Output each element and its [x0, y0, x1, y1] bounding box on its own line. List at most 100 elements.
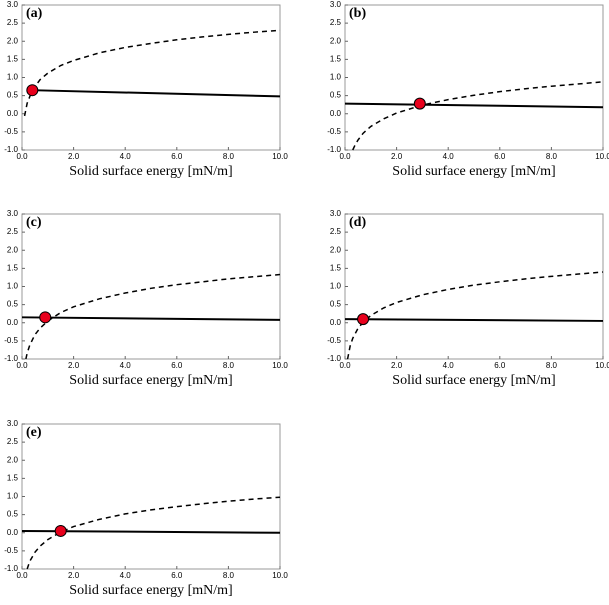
x-tick-label: 0.0 [16, 152, 28, 161]
x-tick-label: 8.0 [223, 571, 235, 580]
plot-frame [21, 4, 281, 151]
x-tick-label: 8.0 [546, 361, 558, 370]
intersection-marker [413, 97, 426, 110]
x-tick-label: 2.0 [391, 152, 403, 161]
y-tick-label: -1.0 [327, 354, 341, 363]
y-tick-label: 3.0 [330, 0, 342, 9]
x-tick-label: 0.0 [16, 361, 28, 370]
panel-label: (c) [26, 215, 42, 230]
x-tick-label: 0.0 [339, 361, 351, 370]
y-tick-label: 2.5 [7, 227, 19, 236]
y-tick-label: 2.0 [7, 36, 19, 45]
y-tick-label: -0.5 [4, 336, 18, 345]
y-tick-label: -1.0 [327, 145, 341, 154]
x-tick-label: 6.0 [171, 152, 183, 161]
y-tick-label: 1.5 [330, 54, 342, 63]
plot-frame [344, 4, 604, 151]
y-tick-label: 1.0 [7, 73, 19, 82]
y-tick-label: 2.5 [330, 18, 342, 27]
dashed-curve [346, 271, 604, 360]
y-tick-label: 0.0 [330, 109, 342, 118]
intersection-marker [357, 313, 370, 326]
y-tick-label: -1.0 [4, 354, 18, 363]
panel: -1.0 -0.5 0.0 0.5 1.0 1.5 2.0 2.5 3.0 0.0 2.0 4.0 6.… [4, 419, 288, 598]
y-tick-label: 1.5 [7, 473, 19, 482]
y-tick-label: 1.5 [330, 263, 342, 272]
x-tick-label: 6.0 [171, 571, 183, 580]
x-tick-label: 4.0 [443, 361, 455, 370]
y-tick-label: 0.5 [7, 510, 19, 519]
dashed-curve [352, 81, 604, 151]
dashed-curve [26, 496, 281, 570]
y-tick-label: 0.0 [330, 318, 342, 327]
y-tick-label: 1.0 [7, 492, 19, 501]
y-tick-label: 0.5 [330, 300, 342, 309]
intersection-marker [39, 311, 52, 324]
y-tick-label: 3.0 [7, 0, 19, 9]
panel: -1.0 -0.5 0.0 0.5 1.0 1.5 2.0 2.5 3.0 0.0 2.0 4.0 6.… [327, 0, 609, 179]
x-axis-label: Solid surface energy [mN/m] [392, 164, 555, 179]
panel: -1.0 -0.5 0.0 0.5 1.0 1.5 2.0 2.5 3.0 0.0 2.0 4.0 6.… [327, 209, 609, 388]
intersection-marker [26, 84, 39, 97]
x-tick-label: 10.0 [272, 152, 288, 161]
x-tick-label: 8.0 [546, 152, 558, 161]
y-tick-label: 2.0 [7, 455, 19, 464]
x-tick-label: 2.0 [68, 152, 80, 161]
y-tick-label: 0.0 [7, 528, 19, 537]
y-tick-label: 0.5 [7, 91, 19, 100]
x-tick-label: 8.0 [223, 361, 235, 370]
x-tick-label: 10.0 [595, 152, 609, 161]
y-tick-label: 1.0 [330, 73, 342, 82]
x-tick-label: 4.0 [443, 152, 455, 161]
plot-frame [21, 213, 281, 360]
x-tick-label: 4.0 [120, 361, 132, 370]
y-tick-label: -1.0 [4, 564, 18, 573]
y-tick-label: 2.0 [7, 245, 19, 254]
y-tick-label: 0.5 [7, 300, 19, 309]
x-tick-label: 4.0 [120, 152, 132, 161]
x-tick-label: 10.0 [595, 361, 609, 370]
x-axis-label: Solid surface energy [mN/m] [69, 373, 232, 388]
y-tick-label: 3.0 [7, 209, 19, 218]
y-tick-label: 1.5 [7, 263, 19, 272]
panel: -1.0 -0.5 0.0 0.5 1.0 1.5 2.0 2.5 3.0 0.0 2.0 4.0 6.… [4, 209, 288, 388]
panel-label: (e) [26, 425, 42, 440]
x-tick-label: 0.0 [16, 571, 28, 580]
y-tick-label: 2.5 [330, 227, 342, 236]
x-tick-label: 0.0 [339, 152, 351, 161]
y-tick-label: -1.0 [4, 145, 18, 154]
solid-line [344, 318, 604, 322]
solid-line [344, 102, 604, 109]
y-tick-label: -0.5 [4, 546, 18, 555]
solid-line [21, 316, 281, 321]
plot-frame [21, 423, 281, 570]
x-tick-label: 6.0 [171, 361, 183, 370]
x-tick-label: 6.0 [494, 361, 506, 370]
y-tick-label: 0.0 [7, 318, 19, 327]
y-tick-label: 2.0 [330, 245, 342, 254]
x-tick-label: 2.0 [68, 571, 80, 580]
y-tick-label: 1.5 [7, 54, 19, 63]
x-tick-label: 10.0 [272, 571, 288, 580]
panel: -1.0 -0.5 0.0 0.5 1.0 1.5 2.0 2.5 3.0 0.0 2.0 4.0 6.… [4, 0, 288, 179]
x-tick-label: 10.0 [272, 361, 288, 370]
panel-label: (d) [349, 215, 366, 230]
x-tick-label: 2.0 [391, 361, 403, 370]
y-tick-label: 0.0 [7, 109, 19, 118]
y-tick-label: 1.0 [7, 282, 19, 291]
x-axis-label: Solid surface energy [mN/m] [69, 583, 232, 598]
y-tick-label: 2.5 [7, 437, 19, 446]
x-tick-label: 6.0 [494, 152, 506, 161]
dashed-curve [23, 29, 281, 117]
x-tick-label: 4.0 [120, 571, 132, 580]
y-tick-label: 1.0 [330, 282, 342, 291]
y-tick-label: 2.0 [330, 36, 342, 45]
y-tick-label: -0.5 [327, 127, 341, 136]
plot-frame [344, 213, 604, 360]
y-tick-label: 3.0 [330, 209, 342, 218]
x-tick-label: 8.0 [223, 152, 235, 161]
solid-line [32, 89, 281, 98]
intersection-marker [54, 524, 67, 537]
